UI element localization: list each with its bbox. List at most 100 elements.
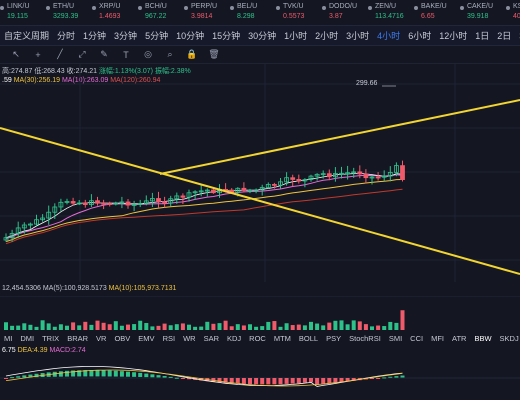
macd-bar [132,372,137,377]
period-item[interactable]: 12小时 [439,30,468,41]
candle [375,176,381,179]
volume-chart[interactable] [0,296,520,332]
ma5-value: .59 [2,77,12,84]
volume-bar [315,323,320,330]
indicator-tab[interactable]: MTM [273,334,291,343]
drawing-tools: ↖ + ╱ ⤢ ✎ T ◎ ⌕ 🔒 🗑 [0,46,520,64]
indicator-tab[interactable]: SKDJ [499,334,519,343]
trash-icon[interactable]: 🗑 [208,49,220,59]
volume-bar [180,323,185,330]
candlestick-chart[interactable] [0,64,520,282]
period-item[interactable]: 自定义周期 [4,30,50,41]
macd-bar [223,378,228,383]
candle [198,190,204,193]
zoom-icon[interactable]: ⌕ [167,49,173,59]
macd-chart[interactable] [0,356,520,398]
macd-bar [351,378,356,381]
period-item[interactable]: 3日 [515,26,520,45]
indicator-tab[interactable]: ATR [452,334,467,343]
volume-bar [144,323,149,330]
ticker-price: 1.4693 [99,13,121,20]
brush-icon[interactable]: ✎ [100,49,108,59]
ticker-item[interactable]: ETH/U 3293.39 [46,0,92,25]
indicator-tab[interactable]: MI [4,334,13,343]
indicator-tab[interactable]: PSY [326,334,342,343]
period-item[interactable]: 1分钟 [83,30,107,41]
magnet-icon[interactable]: ◎ [144,49,152,59]
line-draw-icon[interactable]: ╱ [57,49,63,59]
macd-bar [388,376,393,378]
volume-bar [278,326,283,330]
lock-icon[interactable]: 🔒 [186,49,198,59]
period-item[interactable]: 分时 [57,30,76,41]
indicator-tab[interactable]: RSI [162,334,176,343]
indicator-tab[interactable]: DMI [20,334,35,343]
candle [278,181,283,186]
volume-bar [22,323,27,330]
ticker-item[interactable]: BEL/U 8.298 [230,0,276,25]
indicator-tab[interactable]: VR [96,334,107,343]
candle [137,203,143,205]
indicator-tab[interactable]: BOLL [298,334,319,343]
period-item[interactable]: 5分钟 [145,30,169,41]
ticker-item[interactable]: XRP/U 1.4693 [92,0,138,25]
indicator-tab[interactable]: StochRSI [349,334,381,343]
period-item[interactable]: 3分钟 [114,30,138,41]
ticker-item[interactable]: LINK/U 19.115 [0,0,46,25]
ticker-item[interactable]: BAKE/U 6.65 [414,0,460,25]
indicator-tab[interactable]: MFI [431,334,444,343]
ticker-name: DODO/U [329,3,357,10]
macd-bar [34,373,39,378]
candle [296,179,302,182]
macd-bar [382,377,387,379]
volume-bar [46,323,51,330]
macd-bar [126,371,130,377]
indicator-tab[interactable]: EMV [138,334,155,343]
indicator-tab[interactable]: KDJ [227,334,242,343]
text-icon[interactable]: T [123,49,129,60]
ticker-item[interactable]: CAKE/U 39.918 [460,0,506,25]
period-item[interactable]: 2小时 [315,30,339,41]
period-item[interactable]: 1小时 [284,30,308,41]
macd-bar [339,378,344,383]
period-item[interactable]: 2日 [497,30,512,41]
period-toolbar: 自定义周期 分时 1分钟 3分钟 5分钟 10分钟 15分钟 30分钟 1小时 2小时 3小时 4小时… [0,26,520,46]
ticker-item[interactable]: ZEN/U 113.4716 [368,0,414,25]
ticker-item[interactable]: TVK/U 0.5573 [276,0,322,25]
ma30-value: MA(30):256.19 [13,77,60,84]
volume-bar [211,323,216,330]
macd-bar [284,378,289,384]
period-item[interactable]: 1日 [475,30,490,41]
ticker-price: 3.9814 [191,13,213,20]
candle [351,171,357,174]
volume-bar [162,323,167,330]
indicator-tab[interactable]: ROC [249,334,266,343]
macd-bar [180,378,185,379]
indicator-tab[interactable]: SMI [388,334,403,343]
macd-bar [394,376,399,378]
measure-icon[interactable]: ⤢ [78,49,86,59]
period-item[interactable]: 30分钟 [248,30,277,41]
indicator-tab[interactable]: BRAR [67,334,89,343]
period-item[interactable]: 3小时 [346,30,370,41]
ticker-item[interactable]: PERP/U 3.9814 [184,0,230,25]
macd-bar [16,376,21,378]
ticker-item[interactable]: BCH/U 967.22 [138,0,184,25]
volume-bar [193,326,198,330]
indicator-tab[interactable]: OBV [114,334,131,343]
pointer-icon[interactable]: ↖ [12,49,20,59]
indicator-tab[interactable]: TRIX [42,334,60,343]
period-item[interactable]: 4小时 [377,30,401,41]
crosshair-icon[interactable]: + [35,49,41,60]
period-item[interactable]: 15分钟 [212,30,241,41]
ticker-item[interactable]: DODO/U 3.87 [322,0,368,25]
volume-bar [40,320,45,330]
coin-icon [460,6,464,10]
period-item[interactable]: 6小时 [408,30,432,41]
indicator-tab[interactable]: WR [183,334,196,343]
period-item[interactable]: 10分钟 [176,30,205,41]
ticker-item[interactable]: KSM/U 404.6963 [506,0,520,25]
indicator-tab[interactable]: CCI [410,334,424,343]
indicator-tab[interactable]: BBW [474,334,492,343]
indicator-tab[interactable]: SAR [203,334,219,343]
